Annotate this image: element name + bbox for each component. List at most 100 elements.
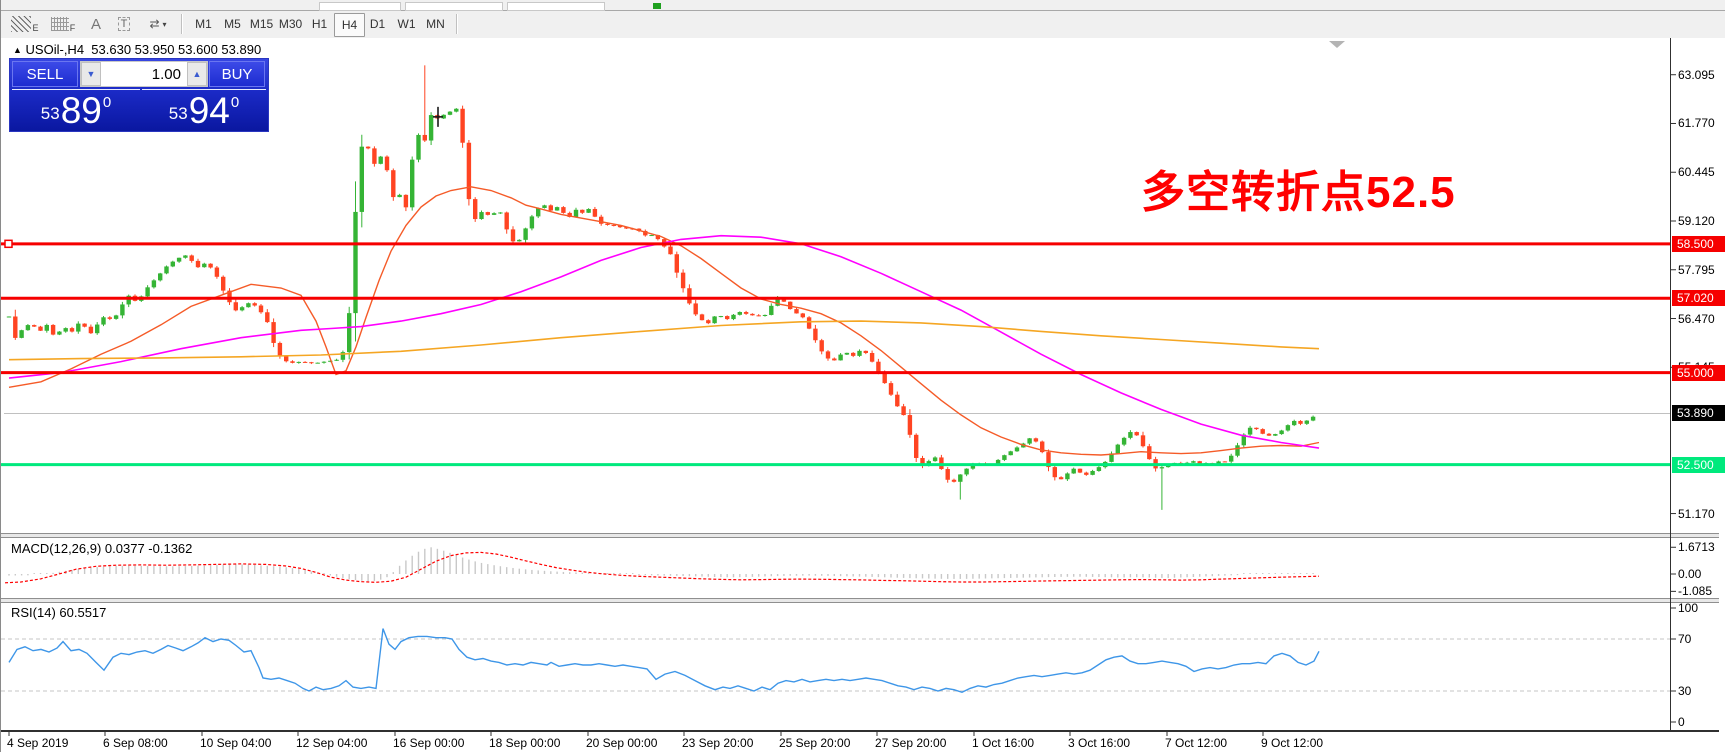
volume-down-button[interactable]: ▼ [81, 62, 101, 86]
macd-signal-line [4, 551, 1320, 584]
hatch-icon [11, 16, 32, 32]
timeframe-h4[interactable]: H4 [334, 13, 365, 37]
macd-label: MACD(12,26,9) 0.0377 -0.1362 [11, 541, 193, 556]
symbol-label: USOil-,H4 [25, 42, 85, 57]
rsi-pane-separator[interactable] [1, 598, 1719, 603]
chevron-down-icon: ▾ [162, 19, 167, 29]
time-tick-12: 3 Oct 16:00 [1068, 736, 1131, 750]
rsi-line [8, 628, 1320, 694]
chart-text-annotation[interactable]: 多空转折点52.5 [1141, 168, 1456, 217]
price-tick-57.795: 57.795 [1678, 262, 1715, 277]
time-tick-10: 27 Sep 20:00 [875, 736, 947, 750]
ohlc-values: 53.630 53.950 53.600 53.890 [91, 42, 262, 57]
timeframe-m5[interactable]: M5 [224, 17, 241, 31]
time-tick-4: 12 Sep 04:00 [296, 736, 368, 750]
sliver-dropdown [405, 2, 503, 11]
timeframe-w1[interactable]: W1 [397, 17, 416, 31]
rsi-layer [1, 628, 1670, 694]
macd-tick-1.6713: 1.6713 [1678, 540, 1715, 555]
time-tick-7: 20 Sep 00:00 [586, 736, 658, 750]
chart-shift-marker-icon[interactable] [1329, 41, 1345, 48]
time-tick-2: 6 Sep 08:00 [103, 736, 168, 750]
toolbar-separator [181, 14, 183, 34]
time-tick-14: 9 Oct 12:00 [1261, 736, 1324, 750]
timeframe-m15[interactable]: M15 [249, 17, 274, 31]
text-box-icon: T [117, 17, 131, 31]
time-tick-3: 10 Sep 04:00 [200, 736, 272, 750]
price-tick-56.470: 56.470 [1678, 311, 1715, 326]
ma-fast [8, 186, 1320, 456]
collapse-arrow-icon[interactable]: ▲ [13, 45, 22, 55]
volume-up-button[interactable]: ▲ [187, 62, 207, 86]
rsi-tick-0: 0 [1678, 715, 1685, 729]
chart-area: ▲ USOil-,H4 53.630 53.950 53.600 53.890 … [1, 38, 1725, 752]
time-tick-5: 16 Sep 00:00 [393, 736, 465, 750]
timeframe-mn[interactable]: MN [426, 17, 445, 31]
hatch-tool-label: E [32, 23, 39, 33]
price-badge-55.000: 55.000 [1672, 364, 1725, 381]
price-axis-border [1670, 38, 1671, 731]
chart-toolbar: E F A T ⇄ ▾ M1 M5 M15 M30 H1 H4 D1 W1 MN [1, 11, 1725, 39]
text-box-tool-button[interactable]: T [111, 13, 137, 35]
buy-button[interactable]: BUY [209, 61, 265, 87]
price-axis-ticks [1670, 74, 1676, 723]
price-tick-63.095: 63.095 [1678, 67, 1715, 82]
sliver-dropdown [507, 2, 605, 11]
sell-price-bigfigure: 53 [40, 104, 60, 123]
grid-tool-button[interactable]: F [47, 13, 79, 35]
time-axis-border [1, 730, 1719, 732]
cursor-tool-button[interactable]: ⇄ ▾ [141, 13, 175, 35]
toolbar-separator [456, 14, 458, 34]
timeframe-m30[interactable]: M30 [278, 17, 303, 31]
price-tick-51.170: 51.170 [1678, 506, 1715, 521]
hatch-tool-button[interactable]: E [9, 13, 41, 35]
rsi-label: RSI(14) 60.5517 [11, 605, 107, 620]
buy-price[interactable]: 53 94 0 [142, 89, 266, 129]
price-tick-59.120: 59.120 [1678, 214, 1715, 228]
time-tick-11: 1 Oct 16:00 [972, 736, 1035, 750]
price-tick-60.445: 60.445 [1678, 165, 1715, 180]
rsi-tick-70: 70 [1678, 632, 1692, 646]
macd-pane-separator[interactable] [1, 533, 1719, 538]
time-tick-8: 23 Sep 20:00 [682, 736, 754, 750]
sell-price-fraction: 0 [102, 94, 112, 111]
timeframe-d1[interactable]: D1 [369, 17, 386, 31]
buy-price-fraction: 0 [230, 94, 240, 111]
new-order-icon [653, 3, 661, 9]
rsi-tick-100: 100 [1678, 601, 1699, 615]
time-tick-6: 18 Sep 00:00 [489, 736, 561, 750]
price-badge-57.020: 57.020 [1672, 290, 1725, 307]
one-click-trade-panel: SELL ▼ ▲ BUY 53 89 0 53 94 0 [9, 58, 269, 132]
timeframe-m1[interactable]: M1 [195, 17, 212, 31]
sell-price-pips: 89 [60, 89, 102, 131]
macd-layer [4, 547, 1320, 584]
ma-mid [8, 234, 1320, 449]
chart-title: ▲ USOil-,H4 53.630 53.950 53.600 53.890 [13, 42, 261, 57]
macd-tick--1.085: -1.085 [1678, 584, 1713, 599]
upper-toolbar-sliver [1, 0, 1725, 11]
volume-input[interactable] [101, 62, 187, 86]
rsi-tick-30: 30 [1678, 684, 1692, 698]
grid-tool-label: F [69, 23, 76, 33]
price-badge-58.500: 58.500 [1672, 235, 1725, 252]
sliver-dropdown [319, 2, 401, 11]
time-tick-1: 4 Sep 2019 [7, 736, 69, 750]
chart-canvas[interactable] [1, 38, 1725, 752]
buy-price-pips: 94 [188, 89, 230, 131]
macd-tick-0.00: 0.00 [1678, 567, 1702, 581]
arrows-icon: ⇄ [149, 17, 160, 31]
ma-slow [8, 320, 1320, 361]
buy-price-bigfigure: 53 [168, 104, 188, 123]
text-label-icon: A [90, 15, 101, 33]
line-handle [4, 239, 13, 249]
text-label-tool-button[interactable]: A [85, 13, 107, 35]
grid-icon [50, 17, 69, 31]
time-tick-9: 25 Sep 20:00 [779, 736, 851, 750]
sell-button[interactable]: SELL [12, 61, 78, 87]
sell-price[interactable]: 53 89 0 [12, 89, 140, 129]
timeframe-h1[interactable]: H1 [311, 17, 328, 31]
price-badge-53.890: 53.890 [1672, 405, 1725, 422]
price-badge-52.500: 52.500 [1672, 456, 1725, 473]
volume-stepper: ▼ ▲ [80, 61, 208, 87]
